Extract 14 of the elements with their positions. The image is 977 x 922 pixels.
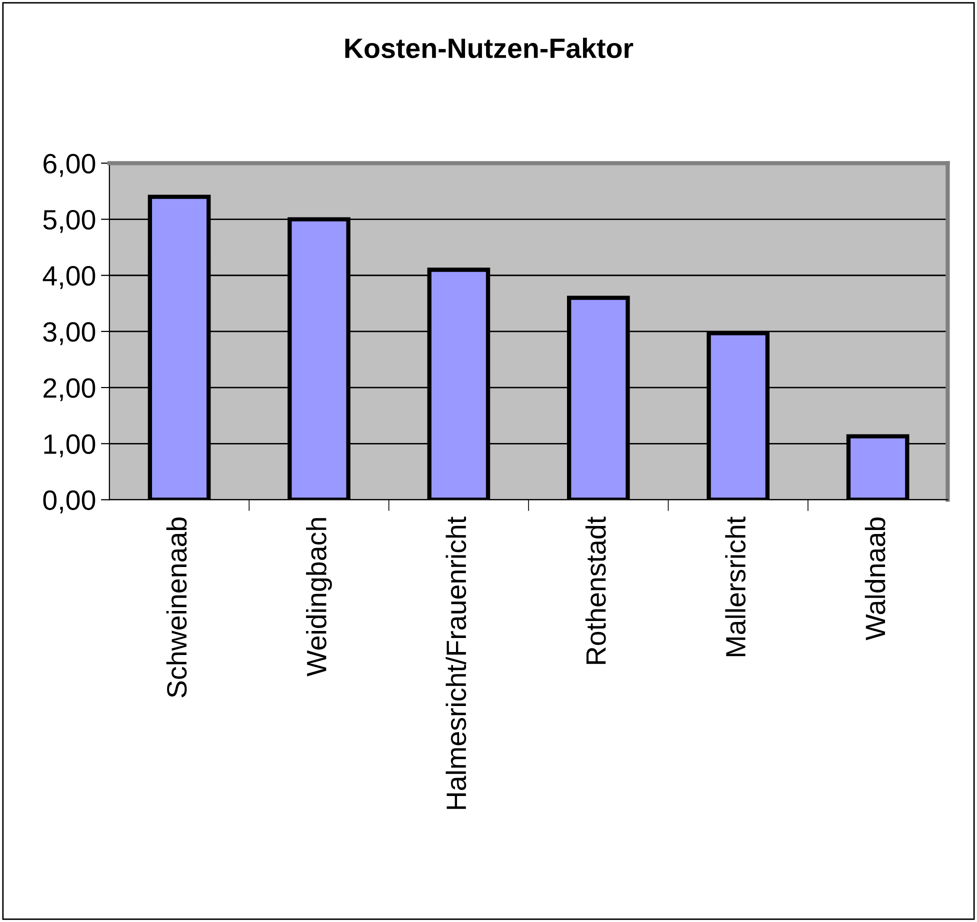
x-tick-label: Rothenstadt [585,516,606,664]
x-tick-label: Weidingbach [306,518,332,676]
x-tick-label: Schweinenaab [166,518,187,698]
y-tick-label: 5,00 [43,210,96,233]
x-tick-label: Mallersricht [725,516,746,656]
y-tick-label: 2,00 [44,378,96,402]
y-tick-label: 6,00 [44,154,96,177]
y-tick-label: 4,00 [42,266,96,289]
x-tick-label: Halmesricht/Frauenricht [446,516,466,809]
y-tick-label: 1,00 [44,434,96,458]
y-tick-label: 0,00 [43,490,96,514]
y-tick-label: 3,00 [43,322,96,346]
chart-title: Kosten-Nutzen-Faktor [345,38,634,58]
x-tick-label: Waldnaab [864,518,886,640]
